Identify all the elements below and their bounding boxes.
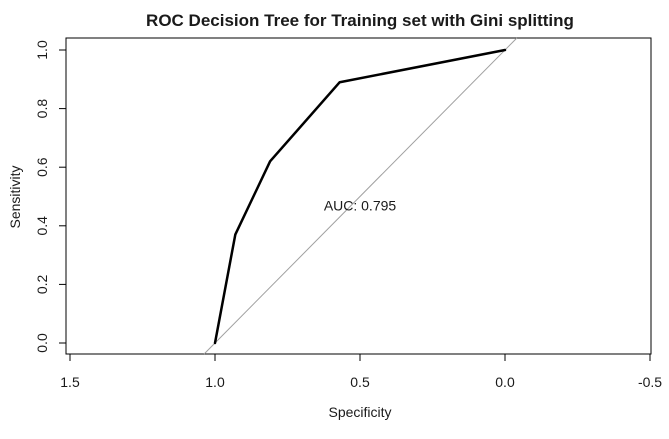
x-tick-label: 0.5 <box>350 374 370 390</box>
y-axis-label: Sensitivity <box>7 165 23 228</box>
y-tick-label: 0.8 <box>34 99 50 119</box>
y-axis: 0.0 0.2 0.4 0.6 0.8 1.0 <box>34 40 66 353</box>
y-tick-label: 0.4 <box>34 216 50 236</box>
x-tick-label: 1.5 <box>60 374 80 390</box>
plot-frame <box>65 37 652 355</box>
roc-curve-line <box>213 48 507 345</box>
y-tick-label: 1.0 <box>34 40 50 60</box>
x-axis-label: Specificity <box>328 404 391 420</box>
y-tick-label: 0.6 <box>34 157 50 177</box>
x-tick-label: 0.0 <box>495 374 515 390</box>
x-axis: 1.5 1.0 0.5 0.0 -0.5 <box>60 354 662 390</box>
auc-annotation: AUC: 0.795 <box>324 197 397 213</box>
x-tick-label: -0.5 <box>638 374 662 390</box>
x-tick-label: 1.0 <box>205 374 225 390</box>
reference-diagonal-line <box>203 37 518 355</box>
chart-title: ROC Decision Tree for Training set with … <box>146 11 574 30</box>
y-tick-label: 0.0 <box>34 333 50 353</box>
y-tick-label: 0.2 <box>34 274 50 294</box>
